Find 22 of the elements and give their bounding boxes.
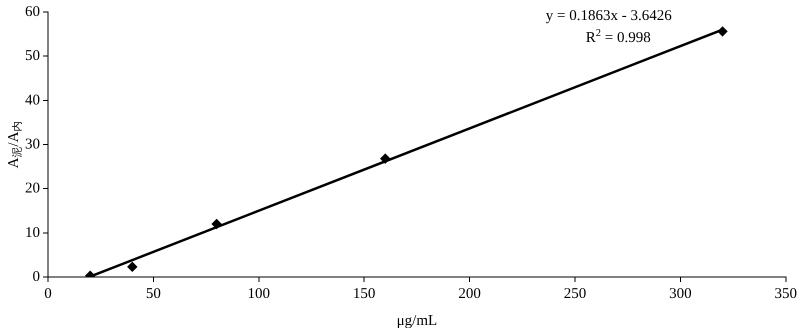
y-tick-label: 60: [25, 4, 40, 20]
point: [380, 154, 390, 164]
point: [127, 262, 138, 272]
annotation: y = 0.1863x - 3.6426: [546, 8, 672, 24]
x-tick-label: 200: [458, 286, 481, 302]
x-tick-label: 100: [248, 286, 270, 302]
x-tick-label: 150: [352, 286, 376, 302]
y-tick-label: 30: [25, 136, 40, 152]
y-tick-label: 20: [25, 180, 40, 197]
x-tick-label: 350: [774, 286, 797, 302]
x-tick-label: 0: [44, 286, 52, 302]
y-axis-title: A泥/A内: [6, 120, 24, 168]
y-tick-label: 10: [25, 224, 40, 241]
point: [212, 219, 222, 229]
x-axis-title: μg/mL: [396, 313, 438, 328]
y-tick-label: 0: [32, 268, 40, 285]
x-tick-label: 250: [564, 286, 586, 302]
x-tick-label: 300: [669, 286, 692, 302]
y-tick-label: 40: [25, 92, 40, 108]
point: [718, 26, 728, 36]
y-tick-label: 50: [25, 48, 40, 64]
x-tick-label: 50: [146, 286, 161, 302]
